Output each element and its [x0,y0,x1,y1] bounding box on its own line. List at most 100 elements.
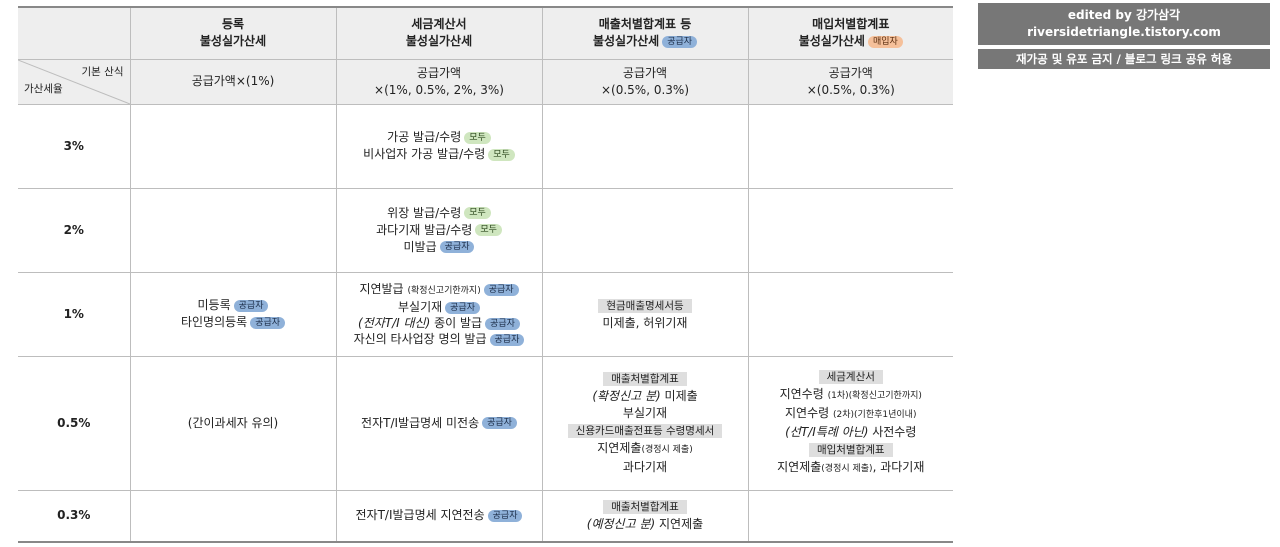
item-text: 미제출 [664,389,698,403]
list-item: 부실기재 공급자 [337,299,542,315]
empty-cell [541,187,749,273]
item-text: 지연수령 [785,406,830,420]
list-item: 지연수령 (1차)(확정신고기한까지) [749,386,954,405]
tag-wrap: 신용카드매출전표등 수령명세서 [543,422,748,440]
item-text: 타인명의등록 [180,315,248,329]
item-note: (경정시 제출) [821,464,873,474]
header-sales-summary-line2-wrap: 불성실가산세 공급자 [543,33,748,50]
header-purchase-summary-line2: 불성실가산세 [798,34,865,49]
formula-purchase-summary-line1: 공급가액 [828,65,873,80]
tag-wrap: 매출처별합계표 [543,370,748,388]
item-text: 사전수령 [872,425,917,439]
empty-cell [747,103,953,189]
formula-purchase-summary-line2: ×(0.5%, 0.3%) [806,82,895,97]
header-purchase-summary-line2-wrap: 불성실가산세 매입자 [749,33,954,50]
header-row: 등록 불성실가산세 세금계산서 불성실가산세 매출처별합계표 등 불성실가산세 공… [18,6,954,60]
formula-tax-invoice-line1: 공급가액 [416,65,462,80]
formula-corner: 기본 산식 가산세율 [18,58,131,105]
both-badge: 모두 [464,207,491,219]
list-item: 지연제출(경정시 제출), 과다기재 [749,459,954,478]
formula-tax-invoice-line2: ×(1%, 0.5%, 2%, 3%) [374,82,504,97]
item-note: (경정시 제출) [641,445,693,455]
tag-wrap: 매입처별합계표 [749,441,954,459]
formula-sales-summary-line2: ×(0.5%, 0.3%) [600,82,690,97]
item-condition: (예정신고 분) [586,517,656,532]
category-tag: 신용카드매출전표등 수령명세서 [567,424,723,438]
tag-wrap: 세금계산서 [749,368,954,386]
list-item: 가공 발급/수령 모두 [337,129,542,146]
list-item: 지연수령 (2차)(기한후1년이내) [749,405,954,424]
header-sales-summary-line2: 불성실가산세 [592,34,660,49]
diagonal-divider [18,59,130,104]
item-text: 지연제출 [597,441,642,455]
item-text: 가공 발급/수령 [387,130,462,144]
empty-cell [129,187,337,273]
tax-invoice-cell-3: 가공 발급/수령 모두 비사업자 가공 발급/수령 모두 [335,103,543,189]
formula-tax-invoice: 공급가액 ×(1%, 0.5%, 2%, 3%) [335,58,543,105]
item-text: 지연발급 [359,282,404,296]
sales-summary-cell-05: 매출처별합계표 (확정신고 분) 미제출 부실기재 신용카드매출전표등 수령명세… [541,355,749,491]
tax-invoice-cell-1: 지연발급 (확정신고기한까지) 공급자 부실기재 공급자 (전자T/I 대신) 종이… [335,271,543,357]
rate-cell: 3% [18,103,131,189]
header-corner [18,6,131,60]
category-tag: 현금매출명세서등 [598,298,692,313]
item-text: 위장 발급/수령 [387,205,462,220]
empty-cell [747,187,953,273]
item-condition: (전자T/I 대신) [358,316,431,330]
header-tax-invoice-line2: 불성실가산세 [405,34,473,49]
list-item: 전자T/I발급명세 지연전송 공급자 [337,507,542,524]
list-item: (확정신고 분) 미제출 [543,388,748,405]
item-text: 과다기재 발급/수령 [376,222,473,237]
formula-row: 기본 산식 가산세율 공급가액×(1%) 공급가액 ×(1%, 0.5%, 2%… [18,58,953,105]
header-purchase-summary: 매입처별합계표 불성실가산세 매입자 [747,6,954,60]
category-tag: 매출처별합계표 [603,500,687,515]
registration-cell-05: (간이과세자 유의) [129,355,337,491]
list-item: (예정신고 분) 지연제출 [543,516,748,533]
item-text: 과다기재 [622,460,668,474]
formula-sales-summary: 공급가액 ×(0.5%, 0.3%) [541,58,749,105]
list-item: (전자T/I 대신) 종이 발급 공급자 [337,315,542,331]
rate-cell: 1% [18,271,131,357]
item-text: 전자T/I발급명세 미전송 [361,415,480,430]
item-text: 자신의 타사업장 명의 발급 [353,332,487,346]
formula-purchase-summary: 공급가액 ×(0.5%, 0.3%) [747,58,953,105]
rate-row-05: 0.5% (간이과세자 유의) 전자T/I발급명세 미전송 공급자 매출처별합계표… [18,355,954,491]
header-purchase-summary-line1: 매입처별합계표 [812,17,890,32]
item-condition: (확정신고 분) [592,389,661,403]
item-text: 비사업자 가공 발급/수령 [363,147,486,161]
rate-cell: 0.3% [18,489,131,543]
supplier-badge: 공급자 [233,299,269,312]
list-item: 지연발급 (확정신고기한까지) 공급자 [337,281,542,299]
list-item: 과다기재 발급/수령 모두 [337,222,542,239]
item-text: 부실기재 [622,406,668,420]
item-note: (1차)(확정신고기한까지) [827,391,922,401]
penalty-tax-table: 등록 불성실가산세 세금계산서 불성실가산세 매출처별합계표 등 불성실가산세 공… [18,6,953,543]
item-text: 미발급 [403,239,437,254]
credit-author: 강가삼각 [1135,8,1181,22]
item-condition: (선T/I특례 아닌) [785,425,869,439]
tax-invoice-cell-03: 전자T/I발급명세 지연전송 공급자 [335,489,543,543]
blog-url: riversidetriangle.tistory.com [1027,25,1221,39]
header-registration-line2: 불성실가산세 [199,34,267,49]
supplier-badge: 공급자 [485,317,520,330]
header-sales-summary-line1: 매출처별합계표 등 [598,17,692,32]
list-item: 타인명의등록 공급자 [131,314,336,331]
item-text: 부실기재 [397,300,443,314]
rate-row-1: 1% 미등록 공급자 타인명의등록 공급자 지연발급 (확정신고기한까지) 공급자 부… [18,271,953,357]
supplier-badge: 공급자 [482,417,517,429]
rate-cell: 2% [18,187,131,273]
formula-sales-summary-line1: 공급가액 [622,65,668,80]
header-registration-line1: 등록 [221,17,245,32]
list-item: 비사업자 가공 발급/수령 모두 [337,146,542,163]
list-item: 미등록 공급자 [131,297,336,314]
category-tag: 매입처별합계표 [808,443,893,457]
notice-text: 재가공 및 유포 금지 / 블로그 링크 공유 허용 [1015,52,1233,66]
item-text: 지연수령 [779,387,824,401]
item-text: 종이 발급 [434,316,483,330]
supplier-badge: 공급자 [445,301,480,314]
item-note: (2차)(기한후1년이내) [833,410,917,420]
both-badge: 모두 [488,148,515,161]
sales-summary-cell-1: 현금매출명세서등 미제출, 허위기재 [541,271,749,357]
header-tax-invoice-line1: 세금계산서 [411,17,467,32]
both-badge: 모두 [464,131,491,144]
